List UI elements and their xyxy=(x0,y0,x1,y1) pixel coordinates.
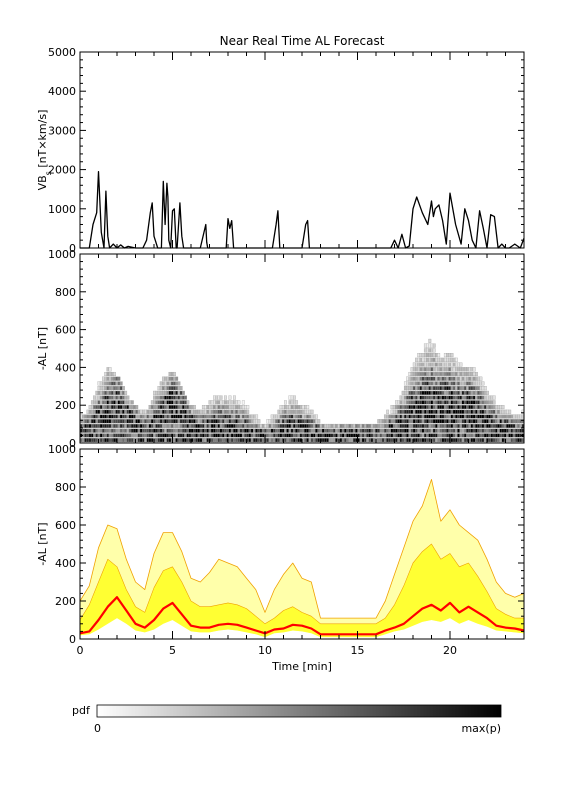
inner-envelope-line xyxy=(79,543,524,625)
vbs-line xyxy=(80,170,525,249)
pdf-cell xyxy=(241,400,245,405)
chart-title: Near Real Time AL Forecast xyxy=(220,34,385,48)
pdf-cell xyxy=(173,371,176,377)
quantile-panel: 0 200 400 600 800 1000 0 5 10 15 20 -AL [nT] Time [m… xyxy=(36,443,525,673)
y-axis-label: -AL [nT] xyxy=(36,522,49,565)
y-tick-label: 400 xyxy=(55,361,76,374)
pdf-cell xyxy=(224,395,227,400)
pdf-cell xyxy=(108,367,112,372)
y-tick-label: 800 xyxy=(55,481,76,494)
pdf-cell xyxy=(228,395,232,400)
pdf-cell xyxy=(501,405,505,410)
pdf-cell xyxy=(472,367,476,372)
pdf-cell xyxy=(292,395,296,400)
inner-quantile-band xyxy=(80,544,524,638)
y-tick-label: 800 xyxy=(55,286,76,299)
y-tick-label: 200 xyxy=(55,399,76,412)
vbs-panel: 0 1000 2000 3000 4000 5000 VBs [nT×km/s] xyxy=(36,46,525,255)
y-tick-label: 1000 xyxy=(48,443,76,456)
x-tick-label: 5 xyxy=(169,644,176,657)
upper-envelope-line xyxy=(79,479,525,619)
pdf-cell xyxy=(186,400,190,405)
pdf-cell xyxy=(428,338,432,343)
y-tick-label: 1000 xyxy=(48,248,76,261)
pdf-cell xyxy=(219,395,223,400)
pdf-cell xyxy=(386,409,390,414)
y-tick-label: 0 xyxy=(69,242,76,255)
pdf-cell xyxy=(306,405,310,410)
y-axis-label: -AL [nT] xyxy=(36,327,49,370)
pdf-cell xyxy=(475,371,478,377)
pdf-cell xyxy=(450,353,454,358)
pdf-cell xyxy=(179,386,183,391)
y-tick-label: 600 xyxy=(55,324,76,337)
x-tick-label: 15 xyxy=(351,644,365,657)
x-tick-label: 20 xyxy=(443,644,457,657)
pdf-cell xyxy=(455,357,458,362)
pdf-cell xyxy=(126,395,130,400)
y-tick-label: 400 xyxy=(55,557,76,570)
pdf-cell xyxy=(508,409,512,414)
pdf-cell xyxy=(255,414,259,419)
colorbar-label: pdf xyxy=(72,704,91,717)
pdf-cell xyxy=(310,409,314,414)
pdf-cell xyxy=(479,376,483,381)
y-tick-label: 5000 xyxy=(48,46,76,59)
pdf-cell xyxy=(492,400,496,405)
pdf-cell xyxy=(459,362,463,367)
pdf-cells xyxy=(79,338,525,443)
colorbar-min-label: 0 xyxy=(94,722,101,735)
pdf-cell xyxy=(181,390,185,395)
median-line xyxy=(79,596,525,636)
pdf-cell xyxy=(486,390,489,395)
pdf-cell xyxy=(432,348,436,353)
colorbar-max-label: max(p) xyxy=(461,722,501,735)
y-axis-label: VBs [nT×km/s] xyxy=(36,110,53,191)
pdf-cell xyxy=(175,376,179,381)
y-tick-label: 0 xyxy=(69,633,76,646)
pdf-cell xyxy=(483,386,487,391)
colorbar: pdf 0 max(p) xyxy=(72,704,502,735)
pdf-cell xyxy=(492,395,496,400)
pdf-cell xyxy=(177,381,181,386)
pdf-cell xyxy=(184,395,188,400)
pdf-cell xyxy=(237,400,241,405)
pdf-cell xyxy=(317,419,321,424)
pdf-cell xyxy=(135,405,139,410)
colorbar-gradient xyxy=(96,704,502,718)
pdf-cell xyxy=(295,400,299,405)
pdf-cell xyxy=(432,343,436,348)
pdf-cell xyxy=(124,390,128,395)
pdf-cell xyxy=(246,405,250,410)
pdf-cell xyxy=(122,386,125,391)
pdf-cell xyxy=(113,371,116,377)
pdf-cell xyxy=(257,419,261,424)
y-tick-label: 3000 xyxy=(48,124,76,137)
y-tick-label: 0 xyxy=(69,437,76,450)
pdf-cell xyxy=(315,414,318,419)
pdf-cell xyxy=(117,376,121,381)
pdf-cell xyxy=(481,381,485,386)
y-tick-label: 1000 xyxy=(48,203,76,216)
pdf-cell xyxy=(437,353,441,358)
x-axis-label: Time [min] xyxy=(271,660,332,673)
pdf-cell xyxy=(246,409,250,414)
x-tick-label: 0 xyxy=(77,644,84,657)
pdf-panel: 0 200 400 600 800 1000 -AL [nT] xyxy=(36,248,525,450)
y-tick-label: 2000 xyxy=(48,164,76,177)
plot-frame xyxy=(79,51,525,249)
y-tick-label: 4000 xyxy=(48,85,76,98)
x-tick-label: 10 xyxy=(258,644,272,657)
pdf-cell xyxy=(119,381,123,386)
pdf-cell xyxy=(284,400,287,405)
pdf-cell xyxy=(130,400,134,405)
pdf-cell xyxy=(233,395,236,400)
y-tick-label: 200 xyxy=(55,595,76,608)
pdf-cell xyxy=(193,405,196,410)
y-tick-label: 600 xyxy=(55,519,76,532)
